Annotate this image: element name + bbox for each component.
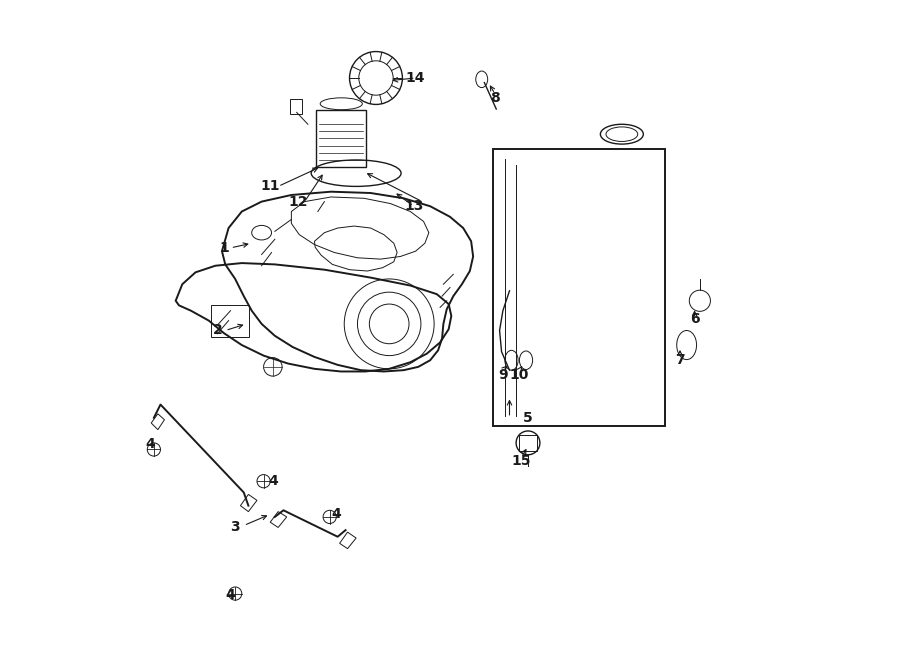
Text: 15: 15 bbox=[511, 454, 531, 469]
Text: 4: 4 bbox=[145, 437, 155, 451]
Text: 12: 12 bbox=[288, 194, 308, 209]
Text: 14: 14 bbox=[406, 71, 426, 85]
Text: 10: 10 bbox=[509, 368, 529, 383]
Text: 9: 9 bbox=[498, 368, 508, 383]
Text: 8: 8 bbox=[491, 91, 500, 105]
Text: 7: 7 bbox=[675, 353, 685, 368]
Text: 6: 6 bbox=[689, 311, 699, 326]
Text: 5: 5 bbox=[523, 410, 533, 425]
Text: 4: 4 bbox=[268, 474, 278, 488]
Text: 13: 13 bbox=[404, 199, 423, 214]
Text: 3: 3 bbox=[230, 520, 240, 535]
Text: 4: 4 bbox=[331, 507, 341, 522]
Text: 4: 4 bbox=[226, 588, 236, 602]
Text: 11: 11 bbox=[260, 179, 280, 194]
Text: 1: 1 bbox=[219, 241, 229, 255]
Text: 2: 2 bbox=[212, 323, 222, 338]
